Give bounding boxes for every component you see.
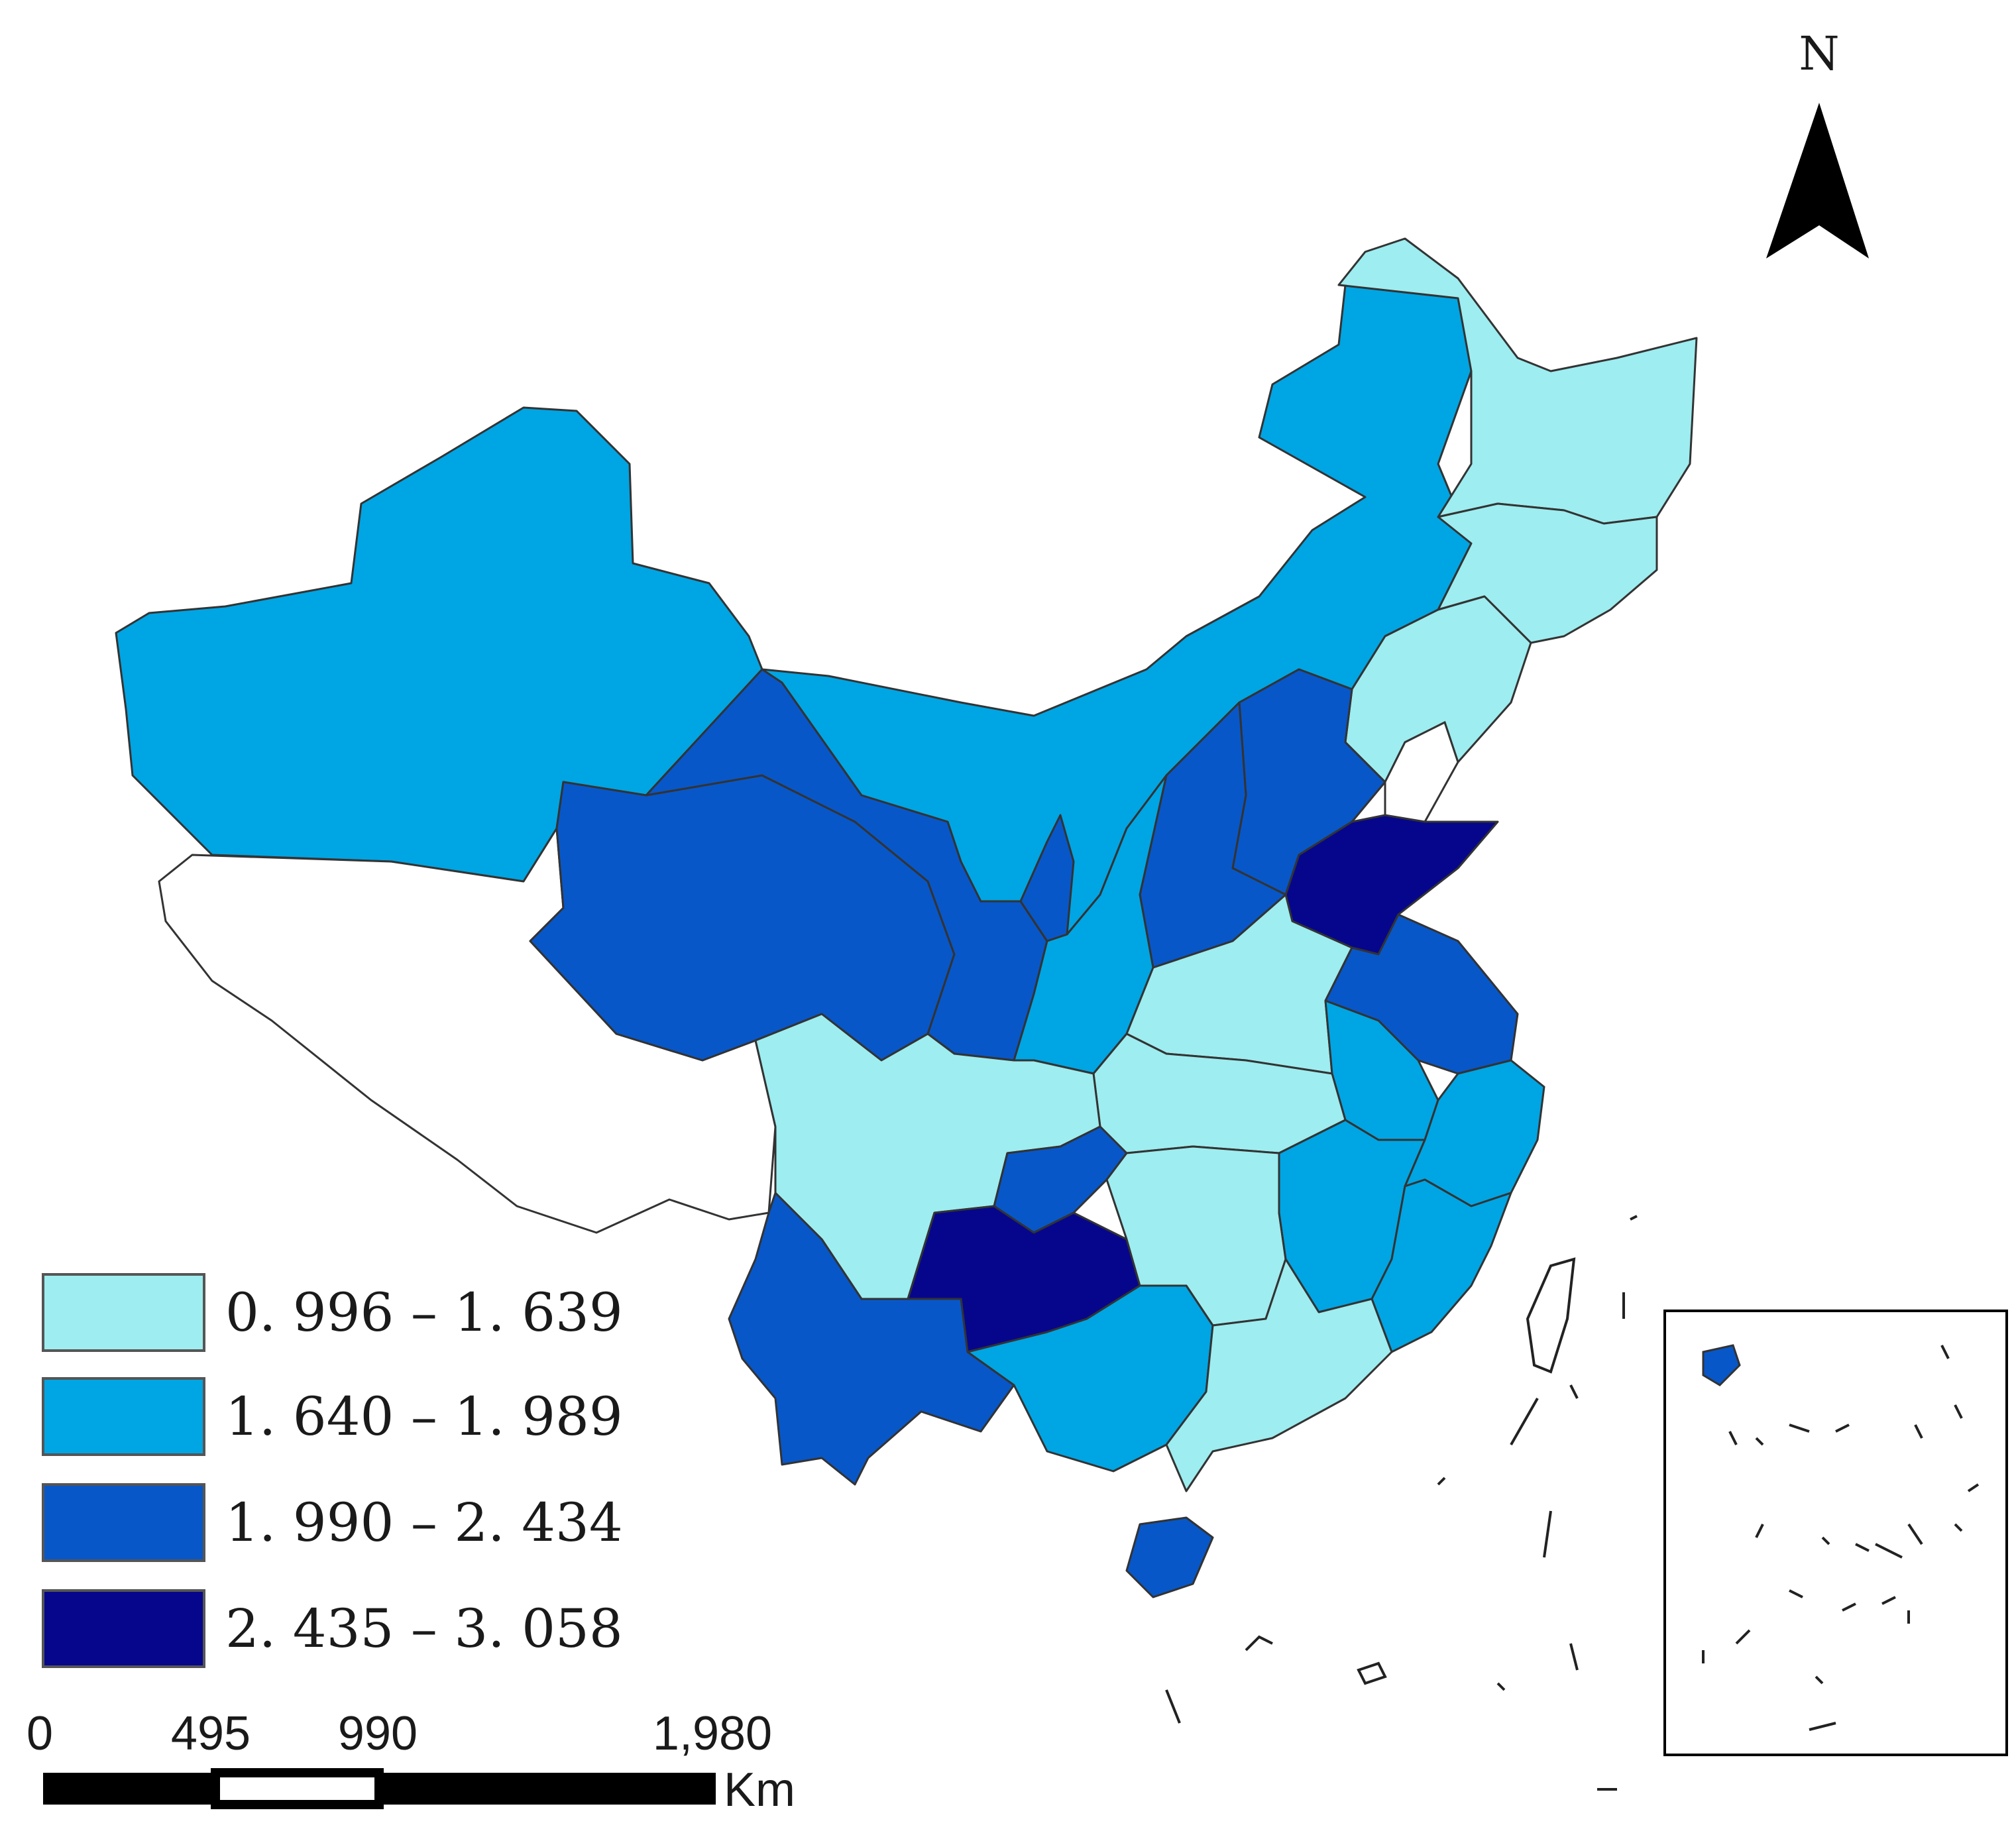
legend-label-3: 1. 990 – 2. 434: [225, 1492, 623, 1553]
inset-hainan: [1702, 1344, 1741, 1386]
legend-swatch-3: [42, 1483, 205, 1562]
taiwan-outline: [1526, 1257, 1576, 1374]
region-fujian: [1371, 1178, 1512, 1353]
legend-label-2: 1. 640 – 1. 989: [225, 1386, 623, 1447]
scale-unit: Km: [724, 1763, 795, 1817]
region-guangdong: [1165, 1258, 1393, 1492]
north-arrow: N: [1766, 27, 1869, 258]
legend-swatch-2: [42, 1377, 205, 1456]
scale-tick-0: 0: [27, 1707, 53, 1760]
inset-frame: [1663, 1310, 2008, 1756]
legend: 0. 996 – 1. 639 1. 640 – 1. 989 1. 990 –…: [42, 1273, 623, 1668]
scale-tick-990: 990: [338, 1707, 418, 1760]
region-xinjiang: [115, 406, 763, 883]
north-arrow-icon: [1766, 103, 1869, 258]
scale-bar: 0 495 990 1,980 Km: [27, 1707, 795, 1817]
legend-label-1: 0. 996 – 1. 639: [225, 1282, 623, 1343]
scale-segment-1: [43, 1773, 215, 1805]
region-heilongjiang: [1337, 237, 1698, 525]
region-hainan: [1125, 1516, 1214, 1598]
legend-label-4: 2. 435 – 3. 058: [225, 1598, 623, 1659]
scale-segment-3: [379, 1773, 716, 1805]
inset-islands: [1702, 1345, 1980, 1731]
bohai-sea: [1384, 720, 1459, 823]
province-layer: [115, 237, 1698, 1598]
region-yunnan: [728, 1192, 1015, 1486]
scale-segment-2: [211, 1768, 384, 1809]
scale-tick-495: 495: [171, 1707, 251, 1760]
legend-swatch-1: [42, 1273, 205, 1352]
island-outlines: [1165, 1215, 1638, 1791]
legend-swatch-4: [42, 1589, 205, 1668]
north-label: N: [1799, 27, 1839, 81]
inset-map: [1663, 1310, 2008, 1756]
scale-tick-1980: 1,980: [653, 1707, 772, 1760]
